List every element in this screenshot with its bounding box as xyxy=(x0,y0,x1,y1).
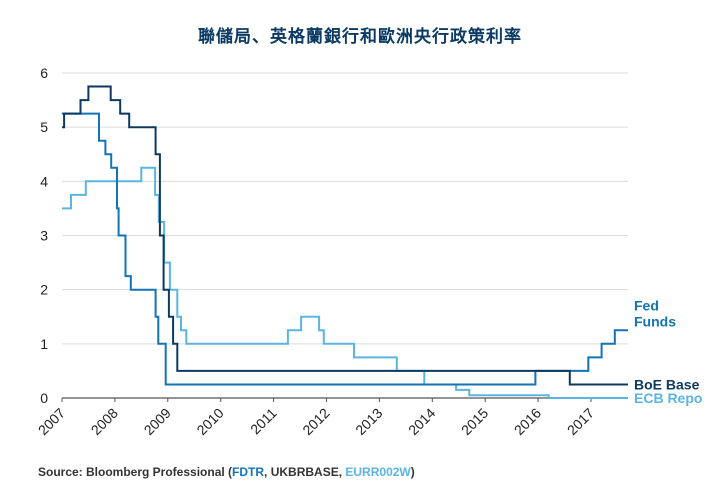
y-tick-label: 1 xyxy=(40,336,48,352)
x-tick-label: 2013 xyxy=(352,405,385,438)
series-label-line: BoE Base xyxy=(634,376,700,392)
x-tick-label: 2012 xyxy=(299,405,332,438)
series-label-boe-base: BoE Base xyxy=(634,376,700,392)
source-suffix: ) xyxy=(410,465,415,479)
series-label-line: ECB Repo xyxy=(634,390,702,406)
source-eurr002w: EURR002W xyxy=(345,465,411,479)
series-end-labels: ECB Repo Fed Funds BoE Base xyxy=(634,297,702,406)
x-tick-label: 2011 xyxy=(247,405,280,438)
x-tick-label: 2010 xyxy=(193,405,226,438)
series-label-ecb-repo: ECB Repo xyxy=(634,390,702,406)
x-tick-label: 2015 xyxy=(458,405,491,438)
x-tick-label: 2016 xyxy=(511,405,544,438)
y-tick-label: 2 xyxy=(40,282,48,298)
source-separator: , UKBRBASE, xyxy=(264,465,346,479)
series-label-line: Fed xyxy=(634,297,659,313)
source-prefix: Source: Bloomberg Professional ( xyxy=(38,465,233,479)
series-lines xyxy=(62,85,628,399)
y-axis-tick-labels: 0 1 2 3 4 5 6 xyxy=(40,65,48,406)
series-line-boe-base xyxy=(62,85,628,386)
chart-title: 聯儲局、英格蘭銀行和歐洲央行政策利率 xyxy=(198,27,522,47)
x-tick-label: 2008 xyxy=(88,405,121,438)
x-tick-label: 2017 xyxy=(564,405,597,438)
y-tick-label: 5 xyxy=(40,119,48,135)
gridlines xyxy=(61,72,628,402)
x-tick-label: 2007 xyxy=(35,405,68,438)
series-label-line: Funds xyxy=(634,313,676,329)
series-label-fed-funds: Fed Funds xyxy=(634,297,676,329)
y-tick-label: 3 xyxy=(40,228,48,244)
source-note: Source: Bloomberg Professional (FDTR, UK… xyxy=(38,465,415,479)
y-tick-label: 6 xyxy=(40,65,48,81)
x-axis-tick-labels: 2007 2008 2009 2010 2011 2012 2013 2014 2015 2016… xyxy=(35,405,597,438)
x-tick-label: 2014 xyxy=(405,405,438,438)
series-line-fed-funds xyxy=(62,112,628,386)
series-line-ecb-repo xyxy=(62,166,628,399)
y-tick-label: 0 xyxy=(40,390,48,406)
source-fdtr: FDTR xyxy=(232,465,265,479)
y-tick-label: 4 xyxy=(40,173,48,189)
x-tick-label: 2009 xyxy=(141,405,174,438)
